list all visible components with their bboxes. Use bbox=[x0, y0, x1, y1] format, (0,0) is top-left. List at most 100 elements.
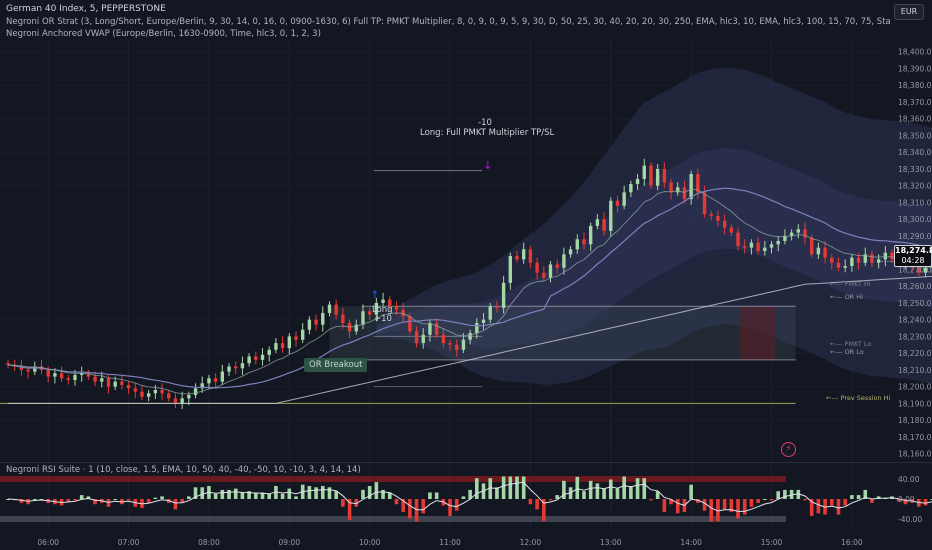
candle-body bbox=[73, 374, 77, 380]
trade-pnl-label: -10 bbox=[478, 118, 492, 128]
y-tick-label: 18,400.0 bbox=[898, 48, 932, 57]
rsi-bar bbox=[394, 499, 399, 505]
candle-body bbox=[361, 311, 365, 325]
candle-body bbox=[676, 187, 680, 193]
rsi-bar bbox=[294, 496, 298, 499]
candle-body bbox=[334, 304, 338, 315]
y-tick-label: 18,260.0 bbox=[898, 282, 932, 291]
y-tick-label: 18,190.0 bbox=[898, 399, 932, 408]
pmkt-hi-text: PMKT Hi bbox=[844, 280, 871, 288]
candle-body bbox=[702, 192, 707, 215]
rsi-bar bbox=[582, 491, 586, 499]
rsi-bar bbox=[575, 476, 580, 499]
exit-arrow-icon: ↓ bbox=[483, 159, 492, 172]
currency-button[interactable]: EUR bbox=[894, 4, 924, 20]
rsi-bar bbox=[66, 499, 71, 502]
rsi-bar bbox=[829, 499, 834, 506]
ema-line bbox=[7, 188, 932, 395]
rsi-bar bbox=[314, 487, 318, 499]
or-breakout-label: OR Breakout bbox=[304, 358, 368, 372]
y-tick-label: 18,230.0 bbox=[898, 332, 932, 341]
candle-body bbox=[294, 336, 298, 340]
vwap-legend[interactable]: Negroni Anchored VWAP (Europe/Berlin, 16… bbox=[6, 29, 321, 39]
strategy-legend[interactable]: Negroni OR Strat (3, Long/Short, Europe/… bbox=[6, 17, 891, 27]
rsi-bar bbox=[19, 499, 24, 503]
candle-body bbox=[461, 339, 466, 350]
rsi-bar bbox=[863, 489, 868, 499]
last-price-value: 18,274.8 bbox=[895, 246, 932, 255]
y-tick-label: 18,200.0 bbox=[898, 383, 932, 392]
candle-body bbox=[267, 349, 271, 355]
or-hi-text: OR Hi bbox=[844, 293, 863, 301]
x-tick-label: 14:00 bbox=[680, 538, 702, 547]
candle-body bbox=[689, 173, 693, 200]
y-tick-label: 18,380.0 bbox=[898, 81, 932, 90]
candle-body bbox=[629, 184, 633, 193]
rsi-bar bbox=[408, 499, 412, 519]
rsi-bar bbox=[716, 499, 720, 522]
candle-body bbox=[120, 381, 124, 385]
candle-body bbox=[602, 219, 606, 231]
rsi-legend[interactable]: Negroni RSI Suite · 1 (10, close, 1.5, E… bbox=[6, 465, 361, 475]
rsi-bar bbox=[113, 499, 117, 500]
candle-body bbox=[66, 378, 70, 380]
candle-body bbox=[809, 237, 814, 255]
vwap-band-outer bbox=[376, 67, 932, 386]
rsi-bar bbox=[86, 496, 91, 499]
pmkt-lo-label: ←--- PMKT Lo bbox=[830, 340, 872, 348]
rsi-bar bbox=[756, 499, 760, 503]
candle-body bbox=[367, 311, 372, 315]
alert-bolt-icon[interactable]: ⚡ bbox=[781, 442, 796, 457]
rsi-bar bbox=[401, 499, 405, 512]
rsi-bar bbox=[421, 499, 426, 514]
candle-body bbox=[475, 323, 479, 334]
candle-body bbox=[220, 371, 225, 382]
candle-body bbox=[86, 373, 91, 377]
candle-body bbox=[789, 232, 794, 236]
x-tick-label: 16:00 bbox=[841, 538, 863, 547]
candle-body bbox=[501, 282, 506, 308]
rsi-bar bbox=[602, 488, 606, 499]
rsi-bar bbox=[361, 489, 365, 499]
candle-body bbox=[682, 187, 687, 200]
candle-body bbox=[153, 389, 158, 394]
candle-body bbox=[428, 323, 432, 335]
candle-body bbox=[495, 306, 499, 308]
candle-body bbox=[843, 266, 847, 268]
rsi-bar bbox=[876, 496, 881, 499]
candle-body bbox=[669, 182, 673, 193]
candle-body bbox=[468, 333, 472, 340]
rsi-bar bbox=[327, 487, 332, 499]
prev-session-hi-label: ←--- Prev Session Hi bbox=[826, 394, 891, 402]
y-tick-label: 18,270.0 bbox=[898, 265, 932, 274]
rsi-bar bbox=[414, 499, 419, 522]
entry-arrow-icon: ↑ bbox=[371, 290, 379, 301]
pane-divider[interactable] bbox=[0, 462, 932, 463]
vwap-line bbox=[7, 187, 932, 389]
candle-body bbox=[441, 334, 446, 344]
candle-body bbox=[548, 264, 553, 278]
candle-body bbox=[6, 363, 10, 365]
rsi-bar bbox=[843, 499, 847, 506]
x-tick-label: 15:00 bbox=[761, 538, 783, 547]
rsi-bar bbox=[655, 491, 660, 499]
candle-body bbox=[769, 244, 774, 248]
rsi-bar bbox=[280, 493, 285, 499]
candle-body bbox=[394, 306, 399, 310]
rsi-bar bbox=[856, 495, 861, 499]
y-tick-label: 18,320.0 bbox=[898, 182, 932, 191]
rsi-bar bbox=[267, 493, 272, 499]
rsi-bar bbox=[816, 499, 821, 514]
candle-body bbox=[455, 344, 459, 350]
rsi-bar bbox=[173, 499, 178, 510]
pmkt-hi-label: ←--- PMKT Hi bbox=[830, 280, 871, 288]
rsi-bar bbox=[629, 486, 633, 499]
candle-body bbox=[863, 254, 867, 263]
candle-body bbox=[187, 395, 191, 399]
candle-body bbox=[133, 388, 137, 392]
rsi-bar bbox=[649, 499, 653, 501]
rsi-bar bbox=[696, 499, 700, 503]
rsi-bar bbox=[79, 495, 84, 499]
rsi-bar bbox=[850, 495, 854, 499]
